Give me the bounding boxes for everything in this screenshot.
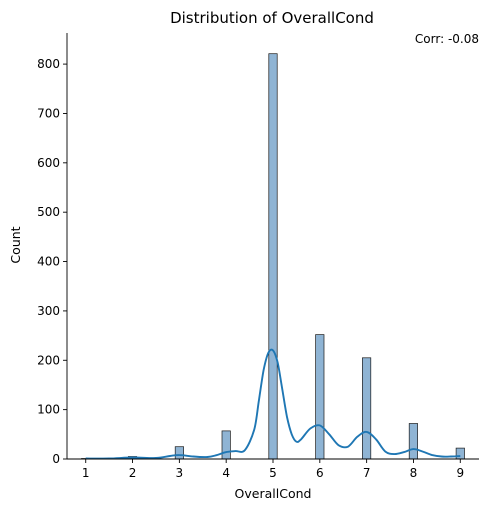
y-tick-label-400: 400 <box>37 255 60 269</box>
y-tick-label-300: 300 <box>37 304 60 318</box>
x-tick-label-1: 1 <box>82 466 90 480</box>
bar-9 <box>455 447 465 460</box>
x-tick-label-3: 3 <box>176 466 184 480</box>
kde-line <box>85 348 461 460</box>
x-ticks: 1 2 3 4 5 6 7 8 9 <box>82 459 464 480</box>
y-tick-label-0: 0 <box>52 452 60 466</box>
y-tick-label-500: 500 <box>37 205 60 219</box>
bars-group <box>81 53 465 460</box>
chart-title: Distribution of OverallCond <box>170 9 374 27</box>
x-tick-label-4: 4 <box>222 466 230 480</box>
bar-6 <box>315 334 325 460</box>
correlation-annotation: Corr: -0.08 <box>415 32 479 46</box>
x-tick-label-9: 9 <box>456 466 464 480</box>
x-tick-label-8: 8 <box>410 466 418 480</box>
x-axis-label: OverallCond <box>235 486 312 501</box>
bar-5 <box>268 53 278 460</box>
y-axis-label: Count <box>8 226 23 263</box>
y-tick-label-600: 600 <box>37 156 60 170</box>
x-tick-label-2: 2 <box>129 466 137 480</box>
x-tick-label-5: 5 <box>269 466 277 480</box>
bar-8 <box>408 423 418 460</box>
y-tick-label-200: 200 <box>37 353 60 367</box>
y-tick-label-800: 800 <box>37 57 60 71</box>
y-ticks: 0 100 200 300 400 500 600 700 800 <box>37 57 67 466</box>
bar-7 <box>362 357 372 460</box>
bar-4 <box>221 430 231 460</box>
bar-3 <box>174 446 184 460</box>
x-tick-label-7: 7 <box>363 466 371 480</box>
x-tick-label-6: 6 <box>316 466 324 480</box>
y-tick-label-700: 700 <box>37 106 60 120</box>
y-tick-label-100: 100 <box>37 403 60 417</box>
